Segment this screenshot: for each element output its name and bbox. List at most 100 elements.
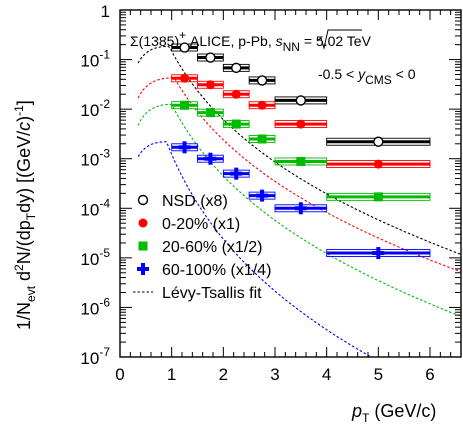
- data-point: [260, 189, 265, 202]
- x-tick-label: 6: [425, 365, 434, 384]
- fit-curve: [137, 103, 462, 317]
- data-point: [231, 119, 241, 129]
- data-point: [295, 95, 307, 106]
- y-tick-exponent: -3: [99, 147, 110, 161]
- data-point: [373, 159, 383, 169]
- legend-label: 20-60% (x1/2): [162, 239, 263, 256]
- x-tick-label: 0: [115, 365, 124, 384]
- y-tick-exponent: -2: [99, 97, 110, 111]
- y-tick-label: 10-1: [80, 48, 110, 71]
- annotation-collaboration: ALICE, p-Pb,: [186, 33, 275, 49]
- data-point: [376, 247, 381, 260]
- y-axis-label-p6: ]: [14, 100, 34, 105]
- y-tick-exponent: -1: [99, 48, 110, 62]
- data-point: [205, 80, 215, 90]
- y-tick-label: 10-4: [80, 196, 110, 219]
- x-axis-label-main: p: [351, 401, 362, 421]
- axis-ticks: [119, 9, 461, 358]
- y-axis-label-p3-sub: T: [24, 212, 38, 220]
- data-point: [180, 73, 190, 83]
- data-point: [257, 134, 267, 144]
- annotation-line1: Σ(1385)+ ALICE, p-Pb, sNN = 5.02 TeV: [130, 28, 372, 54]
- y-tick-exponent: -5: [99, 246, 110, 260]
- x-tick-label: 2: [219, 365, 228, 384]
- y-axis-label: 1/Nevt d2N/(dpTdy) [(GeV/c)-1]: [12, 100, 38, 330]
- y-tick-label: 10-7: [80, 345, 110, 368]
- data-point: [234, 167, 239, 180]
- data-point: [296, 119, 306, 129]
- legend-label: NSD (x8): [162, 193, 228, 210]
- rapidity-low: -0.5 <: [318, 66, 358, 82]
- legend-fit-label: Lévy-Tsallis fit: [162, 285, 262, 302]
- x-axis-label: pT (GeV/c): [351, 401, 436, 425]
- sqrt-symbol: [317, 29, 362, 50]
- legend-label: 0-20% (x1): [162, 216, 240, 233]
- annotation-sqrt-s: s: [276, 33, 283, 49]
- annotation-nn-sub: NN: [283, 40, 300, 54]
- x-axis-label-sub: T: [362, 411, 370, 425]
- data-point: [182, 141, 187, 154]
- y-axis-label-p1-sub: evt: [24, 285, 38, 302]
- data-point: [205, 52, 216, 63]
- fit-curves: [137, 45, 462, 358]
- y-tick-exponent: -4: [99, 196, 110, 210]
- y-tick-label: 10-3: [80, 147, 110, 170]
- data-markers: [171, 42, 431, 260]
- legend-label: 60-100% (x1/4): [162, 262, 271, 279]
- plot-frame: [119, 9, 462, 358]
- y-tick-base: 10: [80, 349, 99, 368]
- y-axis-label-p3: N/(dp: [14, 220, 34, 264]
- data-point: [208, 152, 213, 165]
- y-tick-base: 10: [80, 52, 99, 71]
- data-point: [231, 89, 241, 99]
- annotation-line2: -0.5 < yCMS < 0: [318, 66, 416, 87]
- rapidity-symbol: y: [357, 66, 366, 82]
- rapidity-high: < 0: [392, 66, 416, 82]
- data-point: [257, 100, 267, 110]
- rapidity-sub: CMS: [365, 73, 392, 87]
- y-axis-label-p5-sup: -1: [12, 105, 26, 116]
- data-point: [231, 62, 242, 74]
- y-axis-label-p5: ): [14, 116, 34, 122]
- data-point: [138, 218, 148, 228]
- data-point: [373, 136, 384, 147]
- y-tick-label: 10-5: [80, 246, 110, 269]
- annotation-particle: Σ(1385): [130, 33, 179, 49]
- y-tick-base: 10: [80, 250, 99, 269]
- fit-curve: [137, 141, 461, 358]
- x-tick-label: 1: [167, 365, 176, 384]
- data-point: [256, 75, 268, 86]
- y-tick-base: 10: [80, 101, 99, 120]
- x-tick-label: 4: [322, 365, 331, 384]
- annotation-energy: = 5.02 TeV: [300, 33, 372, 49]
- y-axis-label-p2: d: [14, 271, 34, 286]
- data-point: [141, 263, 145, 275]
- x-axis-label-unit: (GeV/c): [369, 401, 436, 421]
- y-axis-label-p4: dy) [(GeV/: [14, 131, 34, 213]
- y-tick-label: 10-6: [80, 295, 110, 318]
- y-axis-label-p2-sup: 2: [12, 264, 26, 271]
- y-tick-exponent: -6: [99, 295, 110, 309]
- data-point: [205, 108, 215, 118]
- data-point: [137, 194, 149, 206]
- fit-curve: [137, 77, 462, 273]
- y-tick-base: 10: [80, 200, 99, 219]
- y-axis-label-p1: 1/N: [14, 302, 34, 330]
- data-point: [180, 100, 190, 110]
- y-tick-label: 1: [101, 2, 110, 21]
- x-tick-label: 3: [270, 365, 279, 384]
- data-point: [138, 241, 148, 251]
- y-axis-label-c: c: [14, 122, 34, 131]
- y-tick-label: 10-2: [80, 97, 110, 120]
- y-tick-base: 10: [80, 299, 99, 318]
- data-point: [179, 42, 190, 53]
- data-point: [296, 156, 306, 166]
- x-tick-label: 5: [374, 365, 383, 384]
- data-point: [298, 202, 303, 215]
- y-tick-base: 10: [80, 151, 99, 170]
- data-point: [373, 192, 383, 202]
- annotation-charge: +: [179, 28, 186, 42]
- legend: NSD (x8) 0-20% (x1) 20-60% (x1/2) 60-100% (…: [133, 193, 271, 302]
